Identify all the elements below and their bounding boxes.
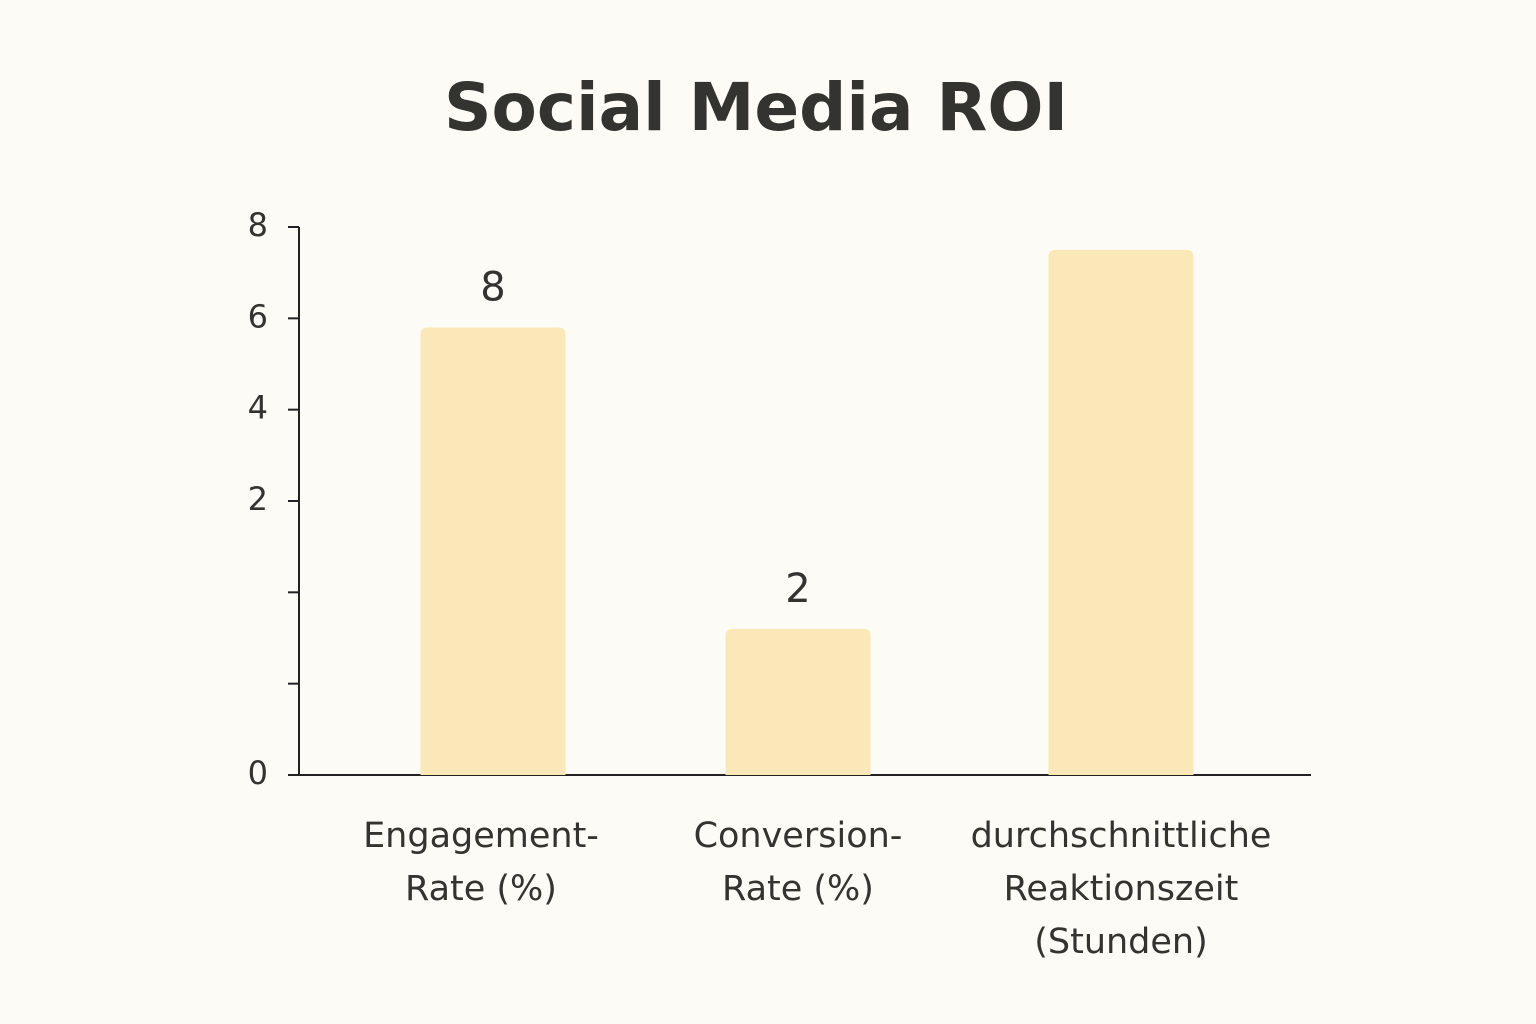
bar: [1048, 249, 1194, 776]
x-tick-label: durchschnittliche Reaktionszeit (Stunden…: [970, 816, 1272, 962]
x-tick-label: Conversion- Rate (%): [693, 816, 903, 909]
y-tick-label: 8: [248, 206, 268, 244]
y-tick-label: 6: [248, 297, 268, 335]
y-tick-label: 4: [248, 389, 268, 427]
y-tick-label: 0: [248, 754, 268, 792]
value-label: 2: [785, 566, 810, 612]
x-tick-label: Engagement- Rate (%): [363, 816, 599, 909]
chart-title: Social Media ROI: [444, 69, 1068, 146]
bar: [725, 628, 871, 775]
y-tick-label: 2: [248, 480, 268, 518]
value-label: 8: [480, 264, 505, 310]
bar: [420, 327, 566, 775]
